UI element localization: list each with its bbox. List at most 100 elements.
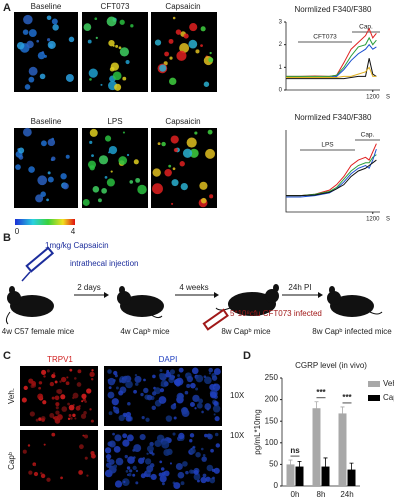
cell <box>46 198 49 202</box>
x-tick-label: 0h <box>291 490 300 499</box>
cell <box>184 390 189 395</box>
cell <box>89 408 92 411</box>
cell <box>22 29 29 35</box>
cell <box>115 457 124 466</box>
chart-title: Normlized F340/F380 <box>295 113 372 122</box>
cell <box>108 151 111 154</box>
cell <box>118 156 128 165</box>
cell <box>185 373 188 376</box>
chart-title: CGRP level (in vivo) <box>295 361 367 370</box>
panel-label: C <box>3 350 11 362</box>
cell <box>46 369 50 373</box>
cell <box>152 168 161 177</box>
cell <box>146 452 149 455</box>
legend-swatch <box>368 381 380 387</box>
cell <box>60 476 63 480</box>
cell <box>110 62 120 71</box>
cell <box>214 416 220 422</box>
cell <box>209 194 214 199</box>
cell <box>122 433 128 439</box>
cell <box>81 393 87 399</box>
cell <box>76 382 82 387</box>
cell <box>205 148 216 159</box>
legend-label: Capᵇ <box>383 393 394 402</box>
cell <box>203 81 210 87</box>
cell <box>194 131 198 135</box>
cell <box>31 381 37 386</box>
error-bar <box>288 459 293 469</box>
cell <box>62 182 69 190</box>
cell <box>51 373 56 379</box>
cell <box>40 191 46 197</box>
cell <box>87 160 97 169</box>
cell <box>213 413 216 416</box>
cell <box>146 394 153 401</box>
cell <box>170 135 179 144</box>
cell <box>108 39 115 47</box>
cell <box>80 413 87 419</box>
cell <box>104 135 112 142</box>
row-label: Capᵇ <box>7 452 16 470</box>
cell <box>54 380 58 384</box>
cell <box>164 51 170 57</box>
cell <box>75 405 81 411</box>
cell <box>146 465 154 473</box>
cell <box>195 49 200 54</box>
cell <box>129 180 134 184</box>
error-bar <box>349 462 354 477</box>
y-tick-label: 250 <box>265 373 279 382</box>
cell <box>35 194 44 203</box>
y-tick-label: 0 <box>279 88 283 94</box>
cell <box>55 402 60 407</box>
cell <box>152 183 163 195</box>
cell <box>125 469 129 473</box>
cell <box>212 476 215 480</box>
cell <box>22 127 32 137</box>
cell <box>200 447 204 451</box>
colorbar <box>15 219 75 225</box>
cell <box>193 473 201 481</box>
cell <box>125 59 130 65</box>
cell <box>40 473 46 479</box>
cell <box>198 398 204 404</box>
cell <box>47 176 54 183</box>
cell <box>28 66 38 76</box>
cell <box>112 432 115 436</box>
cell <box>121 478 130 486</box>
cell <box>91 154 94 158</box>
panel-label: B <box>3 232 11 244</box>
group-label: 4w Capᵇ mice <box>120 327 170 336</box>
cell <box>171 202 174 205</box>
y-tick-label: 150 <box>265 416 279 425</box>
cell <box>82 434 85 437</box>
bar <box>312 408 321 486</box>
cell <box>74 417 77 420</box>
cell <box>204 403 212 410</box>
significance: *** <box>342 393 352 402</box>
x-tick-label: 24h <box>340 490 353 499</box>
cell <box>140 392 144 397</box>
x-tick-label: 1200 <box>366 95 380 101</box>
magnification: 10X <box>230 391 245 400</box>
cell <box>28 29 37 38</box>
cell <box>159 388 165 393</box>
cell <box>134 373 138 377</box>
cell <box>74 377 77 380</box>
cell <box>84 400 87 403</box>
cell <box>183 33 189 39</box>
cell <box>185 470 189 475</box>
cell <box>28 166 35 173</box>
cell <box>41 418 45 422</box>
cell <box>43 443 46 446</box>
cell <box>169 462 173 465</box>
cell <box>119 47 130 57</box>
cell <box>208 367 214 373</box>
image <box>151 128 217 208</box>
cell <box>160 384 163 387</box>
cell <box>122 439 130 447</box>
cell <box>203 375 207 379</box>
cell <box>36 39 40 43</box>
cell <box>166 369 170 373</box>
cell <box>52 24 59 31</box>
